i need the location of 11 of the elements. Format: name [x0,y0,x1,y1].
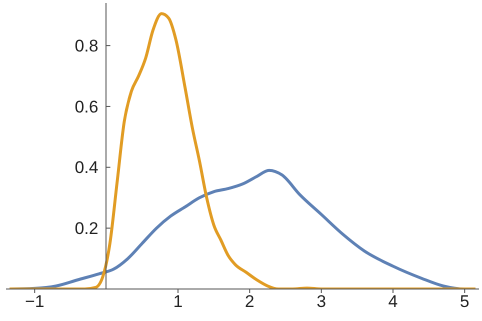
y-tick-label: 0.8 [74,36,98,56]
y-tick-label: 0.2 [74,219,98,238]
line-series [8,12,477,289]
x-tick-label: 2 [244,292,254,312]
x-tick-label: 1 [173,292,183,312]
x-tick-label: 4 [388,292,398,312]
x-tick-label: −1 [24,292,44,312]
y-tick-label: 0.6 [74,97,98,116]
x-tick-label: 5 [460,292,470,312]
x-tick-label: 3 [316,292,326,312]
y-tick-label: 0.4 [74,158,98,178]
